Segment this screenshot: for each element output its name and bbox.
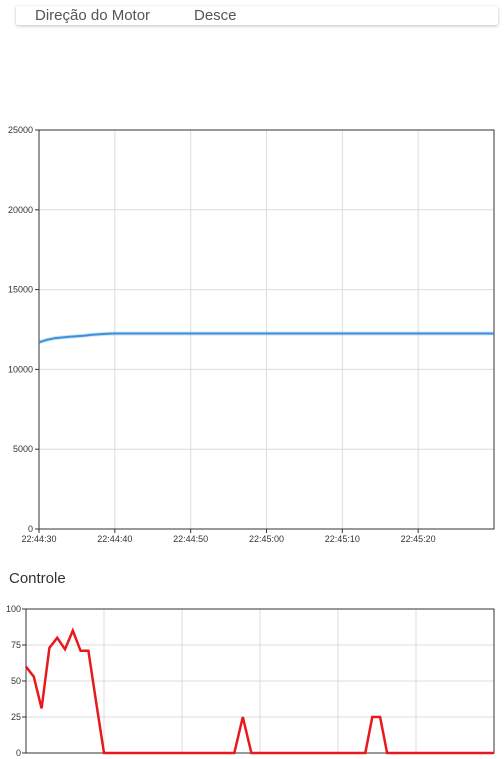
motor-direction-value: Desce: [194, 7, 237, 24]
x-tick-label: 22:44:50: [173, 534, 208, 544]
x-tick-label: 22:44:30: [21, 534, 56, 544]
y-tick-label: 20000: [8, 205, 33, 215]
y-tick-label: 50: [11, 676, 21, 686]
y-tick-label: 100: [6, 604, 21, 614]
y-tick-label: 5000: [13, 444, 33, 454]
y-tick-label: 25: [11, 712, 21, 722]
x-tick-label: 22:44:40: [97, 534, 132, 544]
controle-series-line: [25, 627, 494, 755]
motor-direction-card: Direção do Motor Desce: [16, 6, 498, 25]
speed-chart: 0 5000 10000 15000 20000 25000 22:44:30 22:44:4…: [8, 125, 495, 544]
y-tick-label: 15000: [8, 285, 33, 295]
x-tick-label: 22:45:20: [401, 534, 436, 544]
controle-title: Controle: [9, 570, 66, 587]
controle-chart: 0 25 50 75 100: [6, 604, 495, 758]
y-tick-label: 10000: [8, 364, 33, 374]
y-tick-label: 0: [16, 748, 21, 758]
speed-series-line: [38, 332, 494, 344]
plot-border: [38, 129, 495, 530]
y-tick-label: 0: [28, 524, 33, 534]
y-tick-label: 75: [11, 640, 21, 650]
y-tick-label: 25000: [8, 125, 33, 135]
x-tick-label: 22:45:00: [249, 534, 284, 544]
x-tick-label: 22:45:10: [325, 534, 360, 544]
motor-direction-label: Direção do Motor: [35, 7, 151, 24]
